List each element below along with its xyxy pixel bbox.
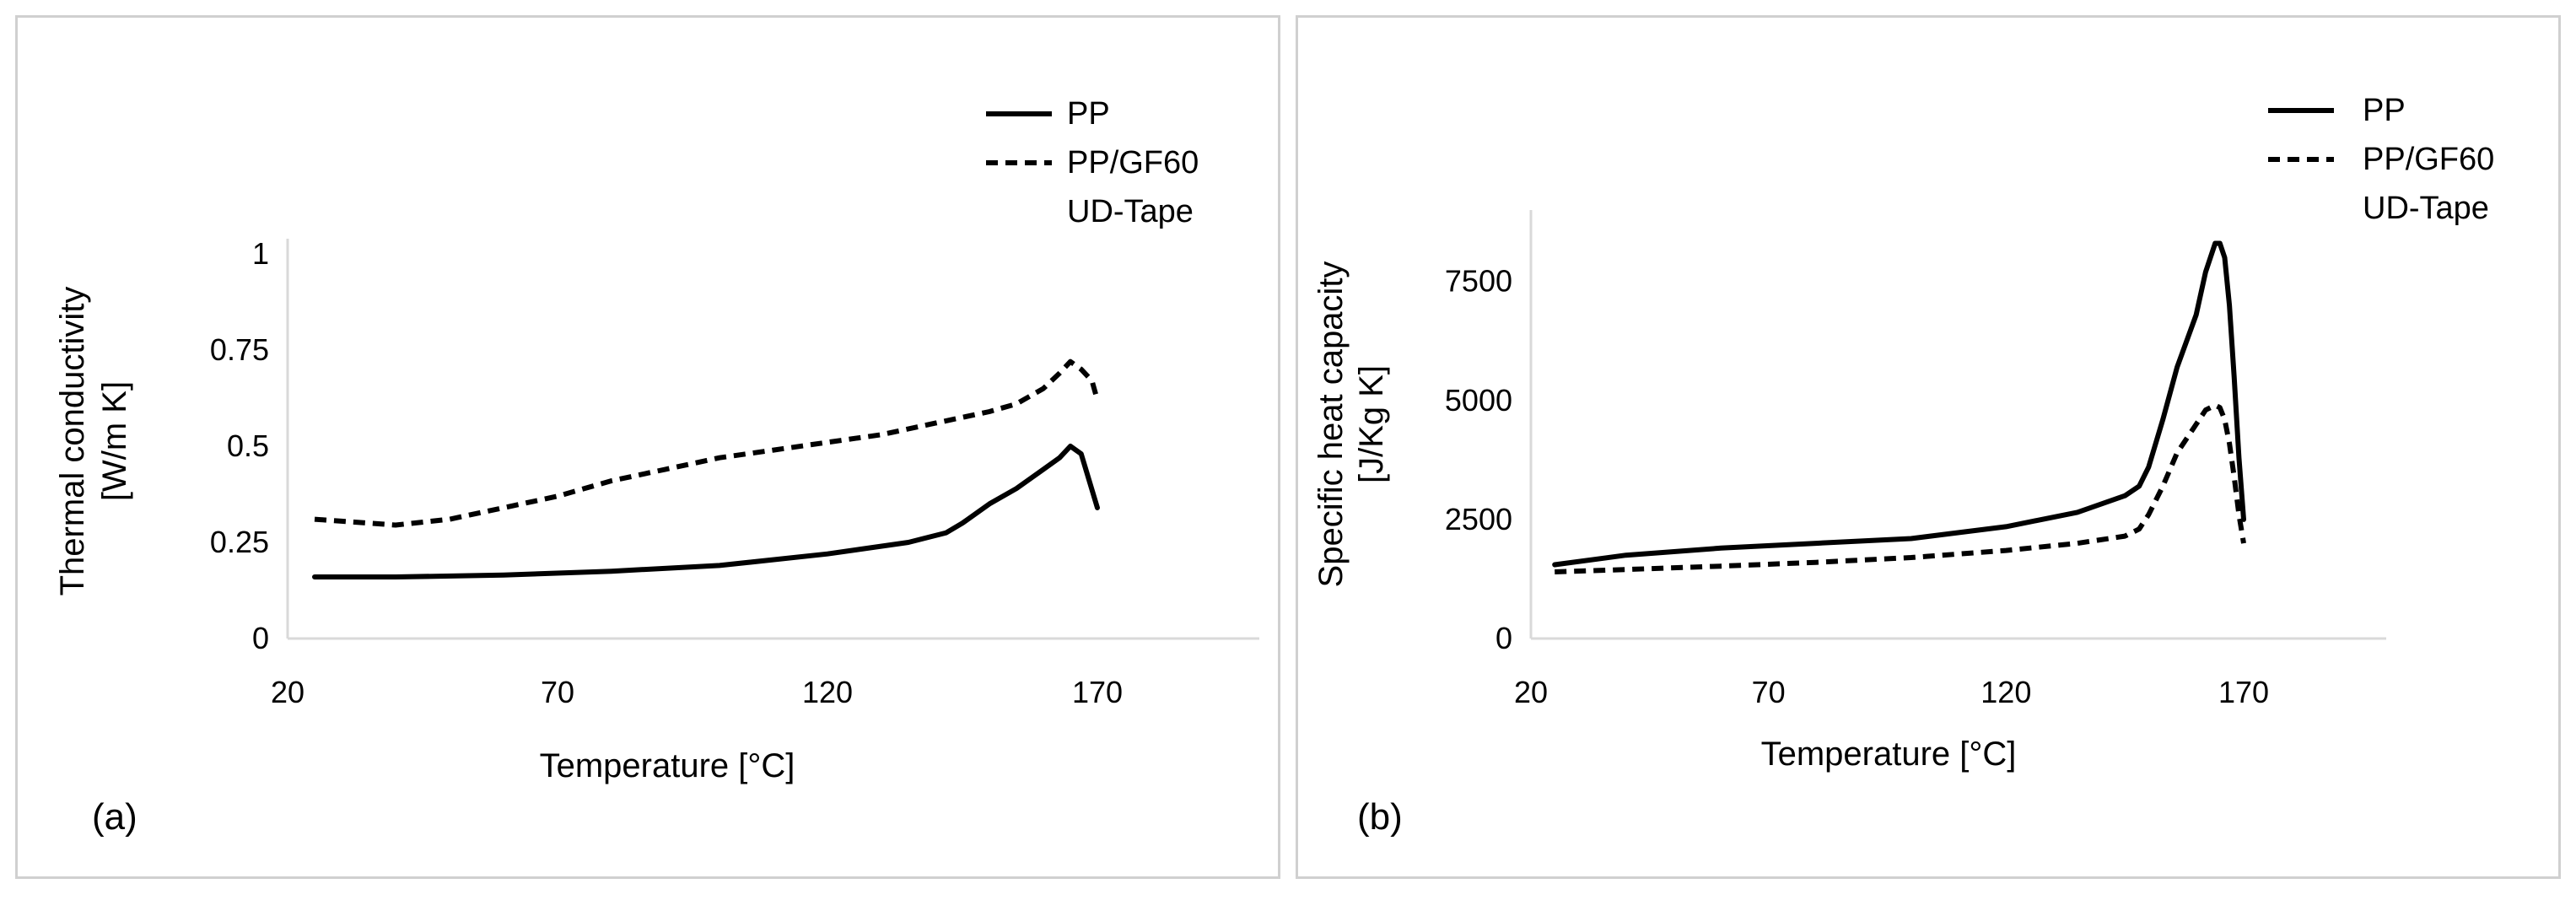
y-tick-labels: 0 0.25 0.5 0.75 1 bbox=[210, 236, 269, 655]
legend-label-ppgf60: PP/GF60 bbox=[2363, 142, 2494, 177]
panel-a: 0 0.25 0.5 0.75 1 20 70 120 170 Thermal conduct… bbox=[15, 15, 1280, 879]
legend-label-ppgf60-line2: UD-Tape bbox=[2363, 191, 2489, 226]
panel-label: (b) bbox=[1357, 796, 1403, 838]
y-tick-label: 7500 bbox=[1445, 264, 1512, 299]
x-tick-label: 70 bbox=[1752, 675, 1786, 709]
y-tick-label: 5000 bbox=[1445, 383, 1512, 418]
specific-heat-chart: 0 2500 5000 7500 20 70 120 170 Specific heat c… bbox=[1312, 93, 2494, 838]
y-tick-label: 0 bbox=[252, 621, 269, 655]
y-tick-label: 2500 bbox=[1445, 502, 1512, 536]
panel-b: 0 2500 5000 7500 20 70 120 170 Specific heat c… bbox=[1296, 15, 2561, 879]
x-tick-label: 70 bbox=[541, 675, 574, 709]
legend-label-ppgf60-line2: UD-Tape bbox=[1067, 194, 1194, 229]
x-tick-label: 170 bbox=[1072, 675, 1123, 709]
legend: PP PP/GF60 UD-Tape bbox=[986, 96, 1199, 229]
y-tick-label: 0.25 bbox=[210, 525, 269, 559]
y-tick-label: 1 bbox=[252, 236, 269, 271]
x-axis-title: Temperature [°C] bbox=[1761, 736, 2017, 773]
y-tick-label: 0 bbox=[1495, 621, 1512, 655]
y-axis-title: Thermal conductivity bbox=[54, 287, 91, 596]
y-axis-title: Specific heat capacity bbox=[1312, 261, 1350, 588]
x-axis-title: Temperature [°C] bbox=[540, 747, 795, 784]
x-tick-label: 20 bbox=[271, 675, 304, 709]
legend-label-pp: PP bbox=[1067, 96, 1110, 132]
y-tick-labels: 0 2500 5000 7500 bbox=[1445, 264, 1512, 655]
y-axis-unit: [W/m K] bbox=[96, 381, 133, 501]
x-tick-labels: 20 70 120 170 bbox=[271, 675, 1123, 709]
series-line-pp bbox=[312, 444, 1100, 579]
legend: PP PP/GF60 UD-Tape bbox=[2268, 93, 2494, 226]
series-line-pp-gf60 bbox=[314, 358, 1100, 528]
series-lines bbox=[312, 358, 1100, 579]
thermal-conductivity-chart: 0 0.25 0.5 0.75 1 20 70 120 170 Thermal conduct… bbox=[54, 96, 1259, 838]
y-tick-label: 0.75 bbox=[210, 332, 269, 367]
series-lines bbox=[1552, 240, 2246, 574]
x-tick-labels: 20 70 120 170 bbox=[1514, 675, 2269, 709]
y-tick-label: 0.5 bbox=[227, 428, 269, 463]
series-line-pp-gf60 bbox=[1555, 402, 2246, 574]
x-tick-label: 120 bbox=[802, 675, 853, 709]
panel-label: (a) bbox=[92, 796, 137, 838]
x-tick-label: 20 bbox=[1514, 675, 1548, 709]
x-tick-label: 170 bbox=[2218, 675, 2269, 709]
legend-label-pp: PP bbox=[2363, 93, 2406, 128]
series-line-pp bbox=[1552, 240, 2246, 568]
x-tick-label: 120 bbox=[1981, 675, 2031, 709]
legend-label-ppgf60: PP/GF60 bbox=[1067, 145, 1199, 181]
y-axis-unit: [J/Kg K] bbox=[1353, 365, 1390, 483]
